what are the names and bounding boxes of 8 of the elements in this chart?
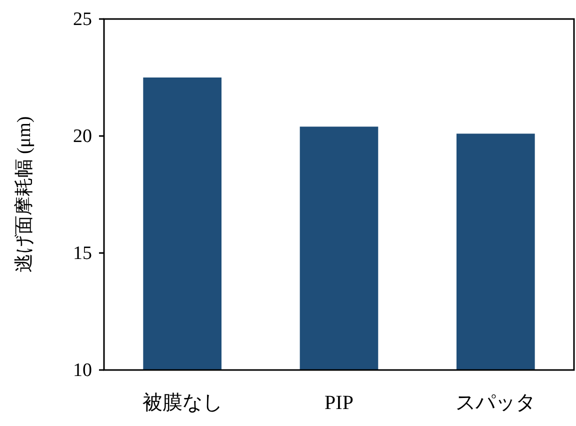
x-tick-label: スパッタ — [456, 392, 536, 414]
y-tick-label: 10 — [73, 360, 92, 381]
y-tick-label: 20 — [73, 126, 92, 147]
y-tick-label: 15 — [73, 243, 92, 264]
x-tick-label: PIP — [324, 392, 354, 414]
y-axis-title: 逃げ面摩耗幅 (μm) — [13, 116, 35, 273]
y-tick-label: 25 — [73, 9, 92, 30]
x-tick-label: 被膜なし — [142, 392, 222, 414]
